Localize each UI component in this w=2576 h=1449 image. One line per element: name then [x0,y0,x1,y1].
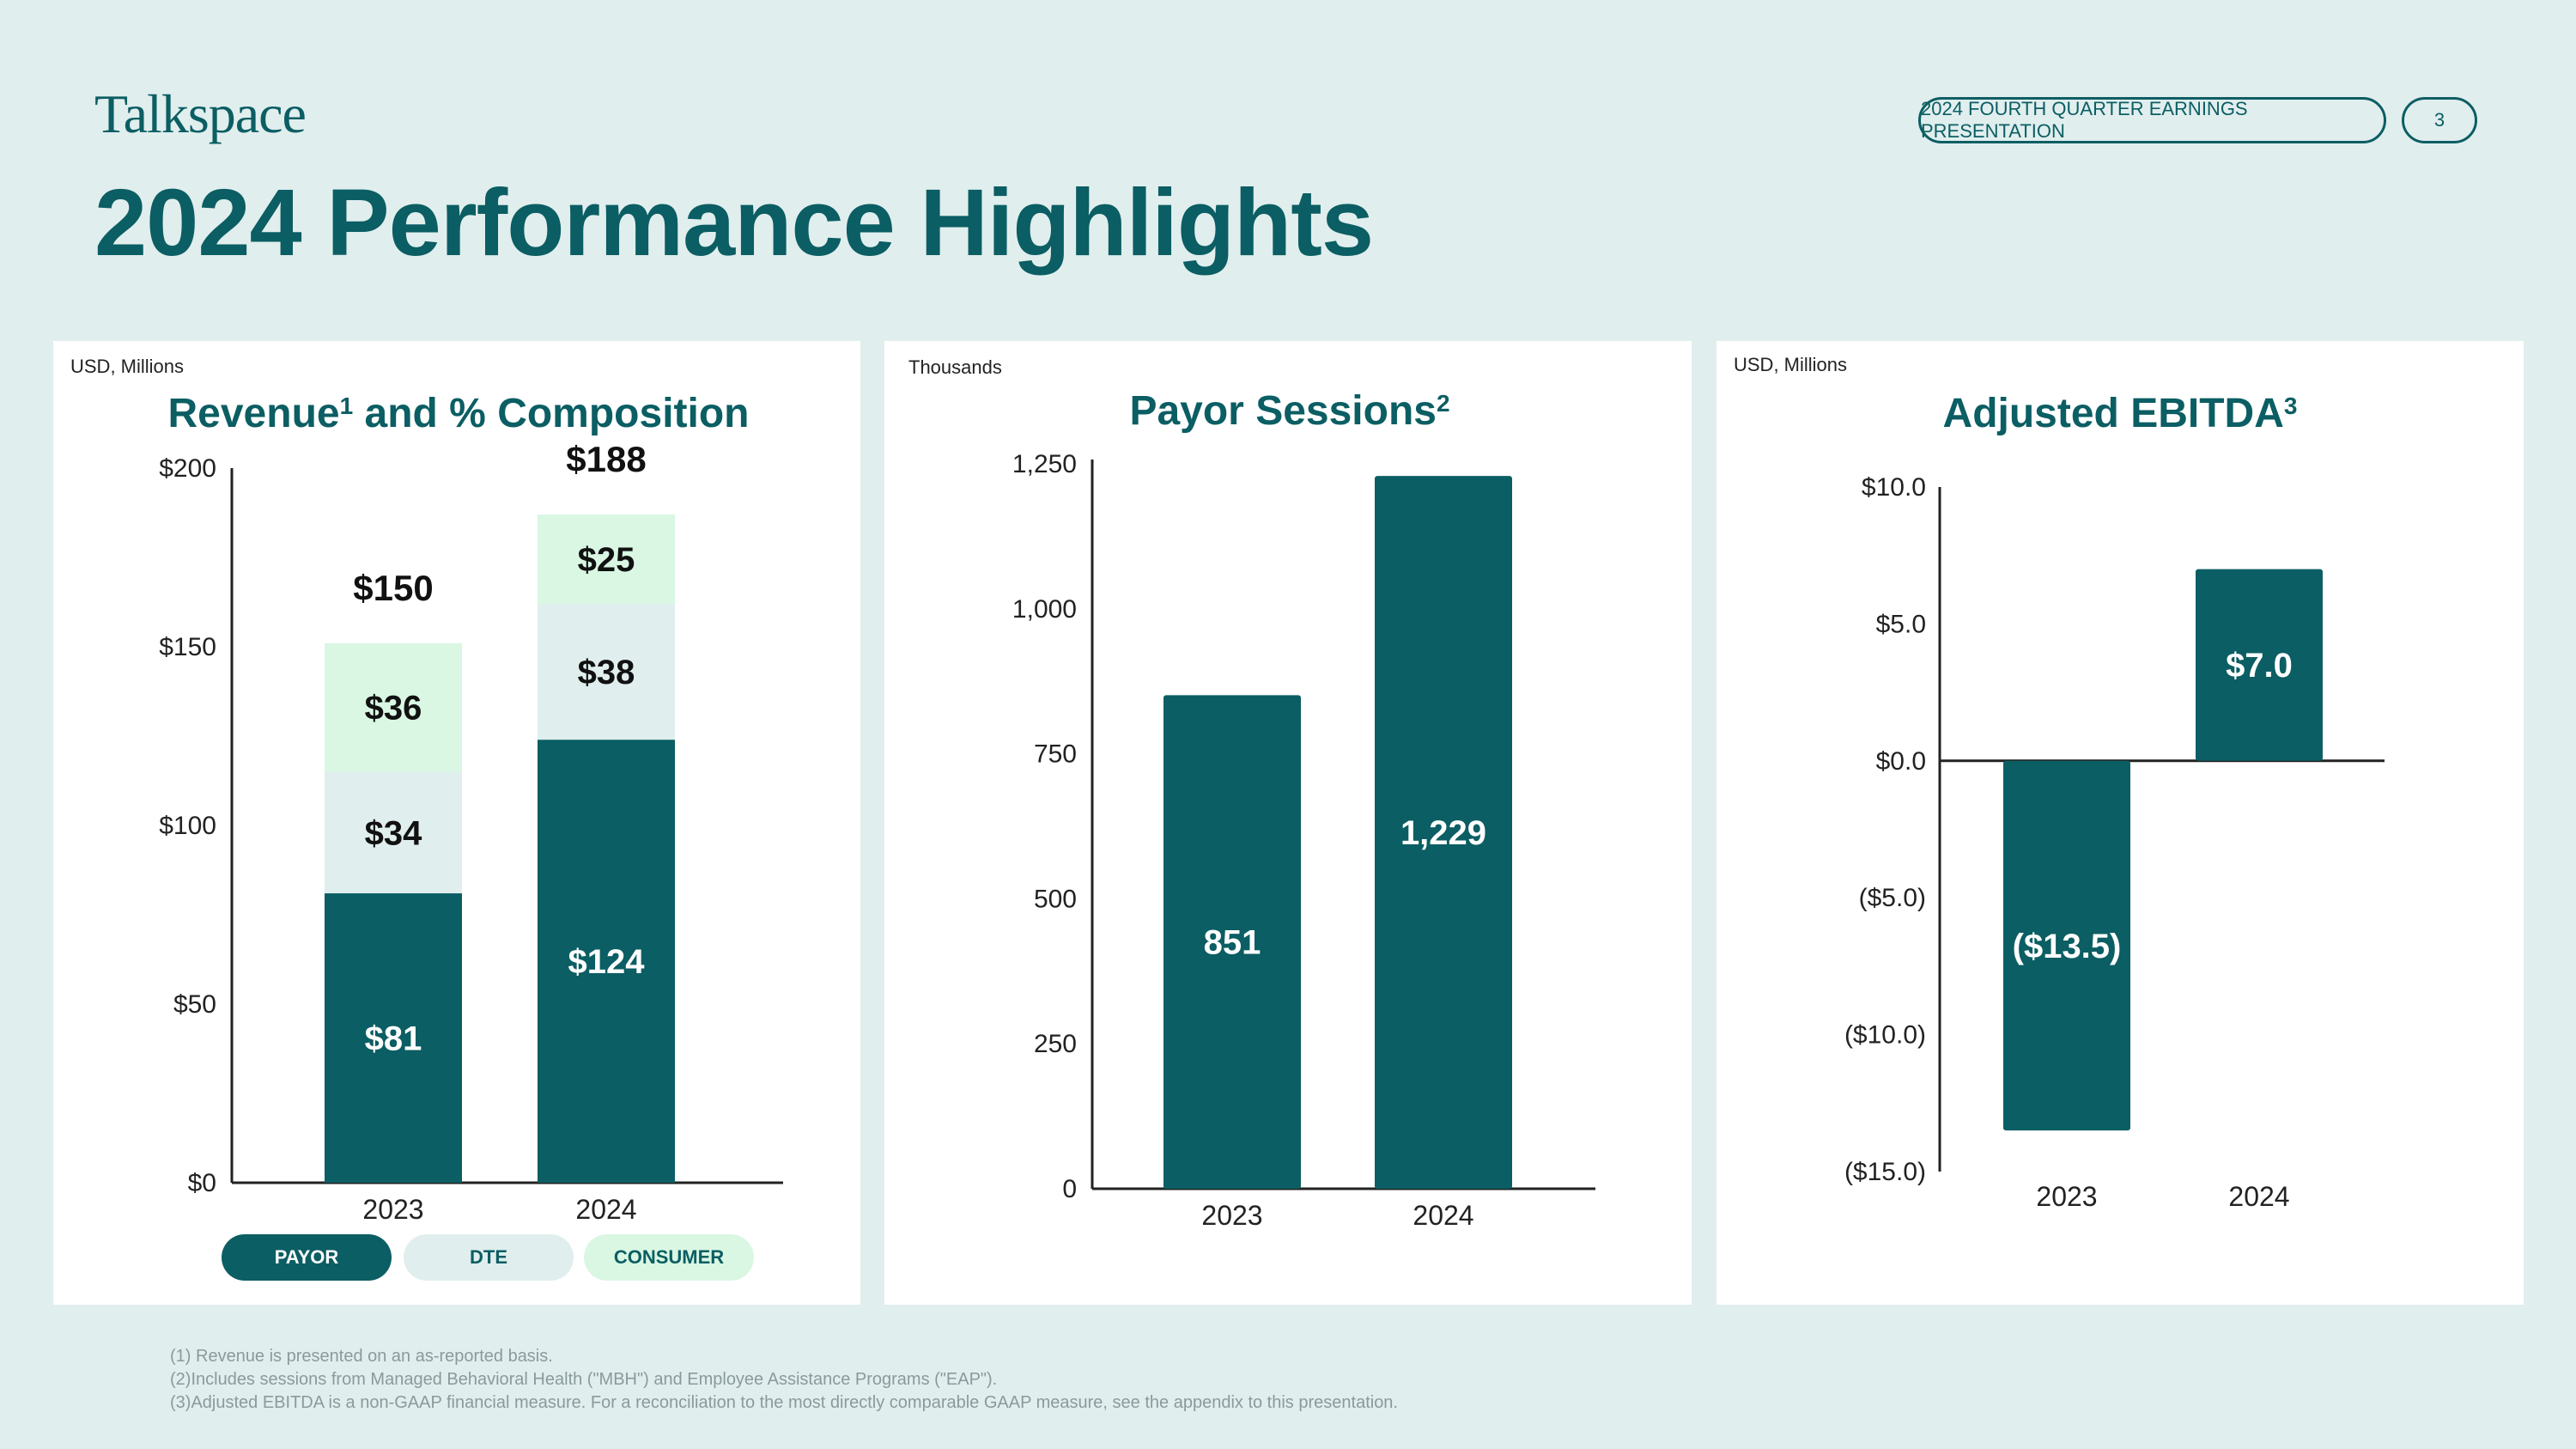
legend-dte: DTE [404,1234,574,1281]
bar-value-label: $38 [578,654,635,691]
revenue-chart-panel: USD, Millions Revenue1 and % Composition $… [53,341,860,1305]
bar-segment-payor [325,893,462,1183]
x-tick-label: 2024 [1413,1200,1473,1231]
adjusted-ebitda-chart: USD, Millions Adjusted EBITDA3 ($15.0) ($10… [1734,354,2385,1212]
bar-segment-payor [538,740,675,1183]
footnote-2: (2)Includes sessions from Managed Behavi… [170,1370,998,1389]
bar-value-label: $124 [568,943,646,981]
unit-note: USD, Millions [70,356,184,377]
bar-total-label: $150 [353,568,433,608]
chart-title: Adjusted EBITDA3 [1943,391,2298,436]
page-number-pill: 3 [2402,97,2477,143]
y-tick-label: 1,250 [1012,450,1077,478]
x-tick-label: 2024 [575,1194,636,1225]
payor-sessions-chart: Thousands Payor Sessions2 0 250 500 750 1,000 1… [908,356,1595,1231]
bar-segment-consumer [325,642,462,772]
bar-value-label: $36 [365,690,422,728]
y-tick-label: ($10.0) [1844,1021,1926,1050]
bar-segment-consumer [538,514,675,605]
y-tick-label: $50 [173,990,216,1019]
bar-value-label: ($13.5) [2013,928,2122,965]
bar [2196,569,2323,761]
talkspace-logo: Talkspace [94,83,307,144]
chart-title: Payor Sessions2 [1129,388,1449,434]
bar-value-label: 1,229 [1400,814,1486,852]
legend-consumer: CONSUMER [584,1234,754,1281]
y-tick-label: 250 [1034,1030,1077,1058]
footnotes: (1) Revenue is presented on an as-report… [170,1345,1398,1415]
y-tick-label: $150 [159,633,216,661]
y-tick-label: $200 [159,454,216,483]
bar [2003,760,2130,1131]
y-tick-label: $100 [159,812,216,840]
footnote-3: (3)Adjusted EBITDA is a non-GAAP financi… [170,1393,1398,1412]
bar [1163,695,1301,1189]
bar-value-label: $25 [578,541,635,579]
chart-title: Revenue1 and % Composition [168,391,750,436]
y-tick-label: 500 [1034,885,1077,913]
y-tick-label: $5.0 [1876,610,1926,638]
x-tick-label: 2023 [1201,1200,1262,1231]
x-tick-label: 2024 [2228,1181,2289,1212]
footnote-1: (1) Revenue is presented on an as-report… [170,1347,553,1366]
y-tick-label: 0 [1062,1175,1077,1203]
adjusted-ebitda-chart-panel: USD, Millions Adjusted EBITDA3 ($15.0) ($10… [1716,341,2524,1305]
y-tick-label: ($15.0) [1844,1158,1926,1186]
bar-value-label: $7.0 [2226,647,2293,685]
y-tick-label: 750 [1034,740,1077,769]
bar-total-label: $188 [566,439,646,479]
bar-value-label: $81 [365,1020,422,1058]
unit-note: USD, Millions [1734,354,1847,375]
y-tick-label: $0.0 [1876,747,1926,776]
bar-segment-dte [538,604,675,740]
unit-note: Thousands [908,356,1002,378]
x-tick-label: 2023 [362,1194,423,1225]
y-tick-label: $10.0 [1862,473,1926,502]
presentation-label-pill: 2024 FOURTH QUARTER EARNINGS PRESENTATIO… [1918,97,2386,143]
bar-value-label: $34 [365,814,422,852]
payor-sessions-chart-panel: Thousands Payor Sessions2 0 250 500 750 1,000 1… [884,341,1692,1305]
y-tick-label: 1,000 [1012,595,1077,624]
bar [1375,476,1512,1189]
bar-segment-dte [325,771,462,894]
y-tick-label: $0 [188,1169,216,1197]
bar-value-label: 851 [1204,924,1261,962]
x-tick-label: 2023 [2036,1181,2097,1212]
y-tick-label: ($5.0) [1859,884,1926,912]
legend-payor: PAYOR [222,1234,392,1281]
page-title: 2024 Performance Highlights [94,170,1374,276]
